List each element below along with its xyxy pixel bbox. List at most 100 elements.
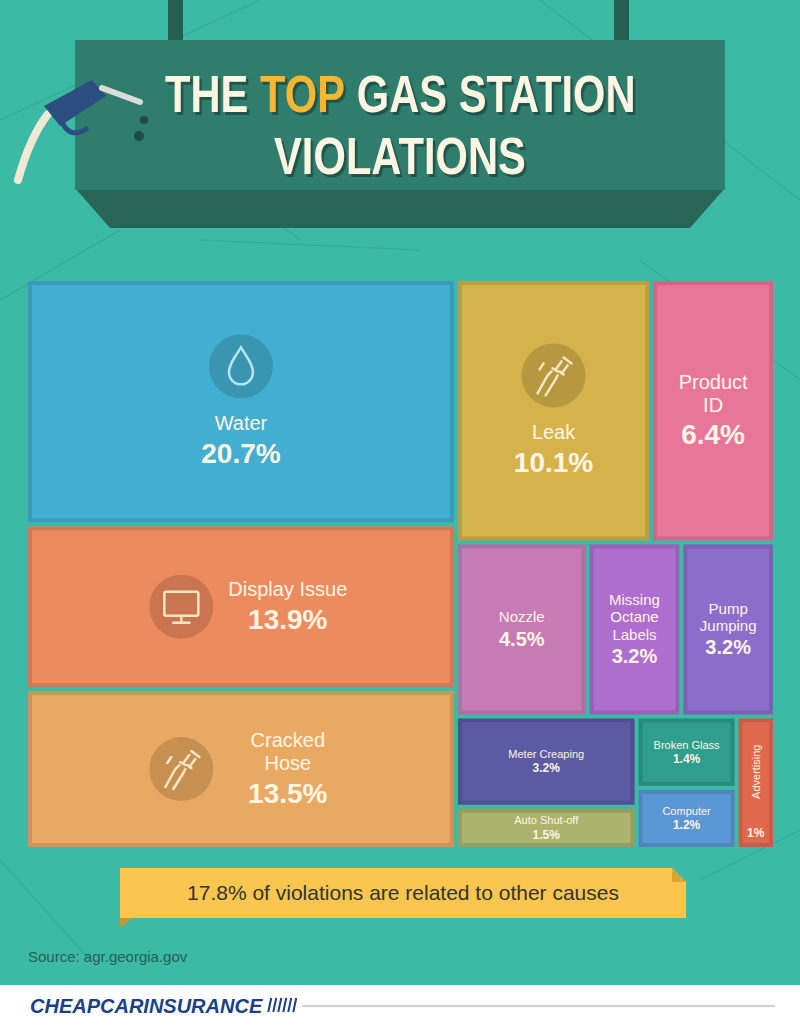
- icon-circle: [149, 737, 213, 801]
- cell: [460, 283, 647, 538]
- cell-label-line: Meter Creaping: [508, 748, 584, 760]
- cell: [30, 528, 452, 685]
- nozzle-trigger: [62, 122, 88, 133]
- background: [0, 0, 800, 1027]
- cell-label: PumpJumping: [700, 600, 757, 634]
- sign-post: [168, 0, 183, 46]
- cell-label-line: Octane: [610, 608, 658, 625]
- icon-shape: [172, 616, 190, 623]
- cell-label: CrackedHose: [251, 729, 325, 774]
- infographic: THETOPGASSTATIONVIOLATIONS Water 20.7% Disp…: [0, 0, 800, 1027]
- cell-label: Meter Creaping: [508, 748, 584, 760]
- sign-bevel: [75, 188, 725, 228]
- cell-value: 1.4%: [673, 752, 701, 766]
- cell-label-line: Auto Shut-off: [514, 814, 579, 826]
- icon-drop: [209, 334, 273, 398]
- cell: [685, 546, 771, 712]
- plot: Water 20.7% Display Issue 13.9% CrackedHose 1…: [30, 283, 771, 845]
- icon-shape: [164, 592, 198, 616]
- cell-value: 13.5%: [248, 778, 327, 809]
- cell-value: 3.2%: [705, 636, 751, 658]
- cell-value: 10.1%: [514, 447, 593, 478]
- cell-value: 6.4%: [681, 419, 745, 450]
- cell-value: 3.2%: [533, 761, 561, 775]
- logo: CHEAPCARINSURANCE: [30, 995, 263, 1017]
- cell-value: 4.5%: [499, 628, 545, 650]
- nozzle-handle: [44, 80, 106, 126]
- icon-shape: [229, 347, 253, 384]
- icons: [149, 334, 585, 801]
- cell-label-line: Missing: [609, 591, 660, 608]
- cell: [460, 811, 633, 845]
- cell-label: Auto Shut-off: [514, 814, 579, 826]
- decor-line: [200, 240, 420, 250]
- cell-label: ProductID: [679, 371, 748, 416]
- cell-label-line: Computer: [662, 805, 711, 817]
- cell-value: 3.2%: [612, 645, 658, 667]
- cell-label-line: Hose: [264, 752, 311, 774]
- cell-label: Computer: [662, 805, 711, 817]
- nozzle-drop: [134, 131, 144, 141]
- nozzle-spout: [102, 88, 140, 102]
- cell: [30, 283, 452, 520]
- sign-face: [75, 40, 725, 190]
- logo-band: [0, 985, 800, 1027]
- cell: [592, 546, 678, 712]
- cell-label-line: Cracked: [251, 729, 325, 751]
- cell-value: 13.9%: [248, 604, 327, 635]
- cell-value: 1%: [747, 826, 765, 840]
- decor-line: [0, 860, 90, 960]
- cell-label: Water: [215, 412, 268, 434]
- icon-hose: [149, 737, 213, 801]
- cell: [641, 792, 733, 845]
- title-word: THE: [165, 65, 248, 123]
- icon-hose: [522, 343, 586, 407]
- banner-corner: [672, 868, 686, 882]
- cell-label-line: Jumping: [700, 617, 757, 634]
- cell-label-line: Labels: [612, 626, 656, 643]
- annotation: 17.8% of violations are related to other…: [187, 881, 619, 904]
- cell-value: 1.2%: [673, 818, 701, 832]
- banner-fold: [120, 918, 132, 928]
- cell-label: Advertising: [750, 745, 762, 799]
- sign-post: [614, 0, 629, 46]
- cell: [655, 283, 771, 538]
- logo-stripe: [283, 998, 286, 1012]
- cell-value: 20.7%: [201, 438, 280, 469]
- title-word: TOP: [260, 65, 345, 123]
- cell-label-line: Leak: [532, 421, 576, 443]
- cell-label: Broken Glass: [654, 739, 721, 751]
- logo-rule: [302, 1005, 775, 1007]
- source: Source: agr.georgia.gov: [28, 948, 188, 965]
- cell-label-line: Display Issue: [228, 578, 347, 600]
- cell-label: Display Issue: [228, 578, 347, 600]
- cell-label: Leak: [532, 421, 576, 443]
- cell-label: MissingOctaneLabels: [609, 591, 660, 643]
- cell: [30, 693, 452, 845]
- cell-label-line: Water: [215, 412, 268, 434]
- cell-label: Nozzle: [499, 608, 545, 625]
- icon-circle: [149, 575, 213, 639]
- logo-stripe: [273, 998, 276, 1012]
- icon-circle: [209, 334, 273, 398]
- title-word: VIOLATIONS: [274, 127, 526, 185]
- logo-stripe: [268, 998, 271, 1012]
- icon-shape: [540, 357, 572, 369]
- title: THETOPGASSTATIONVIOLATIONS: [165, 65, 636, 185]
- cell-value: 1.5%: [533, 828, 561, 842]
- cell-label-line: Broken Glass: [654, 739, 721, 751]
- nozzle-icon: [18, 80, 148, 180]
- cell: [460, 546, 584, 712]
- nozzle-drop: [140, 116, 148, 124]
- logo-stripe: [278, 998, 281, 1012]
- cell-label-line: ID: [703, 394, 723, 416]
- logo-stripe: [288, 998, 291, 1012]
- cell-label-line: Pump: [709, 600, 748, 617]
- cell-label-line: Product: [679, 371, 748, 393]
- icon-circle: [522, 343, 586, 407]
- title-word: GAS: [357, 65, 447, 123]
- logo-stripe: [293, 998, 296, 1012]
- icon-shape: [167, 751, 199, 763]
- title-word: STATION: [459, 65, 636, 123]
- nozzle-hose: [18, 114, 48, 180]
